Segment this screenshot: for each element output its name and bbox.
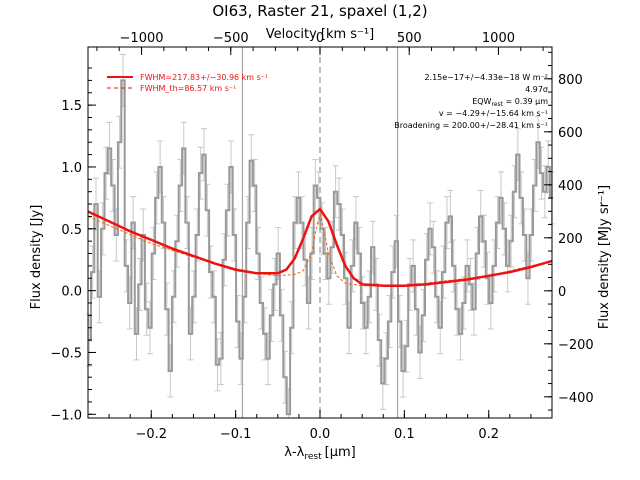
legend-label-solid: FWHM=217.83+/−30.96 km s⁻¹ <box>140 73 268 82</box>
y2-tick-label: 800 <box>558 73 583 88</box>
annotation-eqw: EQWrest = 0.39 μm <box>472 97 548 108</box>
y2-tick-label: 400 <box>558 179 583 194</box>
annotation-velocity: v = −4.29+/−15.64 km s⁻¹ <box>439 109 548 118</box>
top-axis-label: Velocity [km s⁻¹] <box>266 27 374 42</box>
velocity-tick-label: −500 <box>213 31 249 46</box>
x-tick-label: −0.2 <box>135 427 167 442</box>
eqw-label: EQW <box>472 97 491 106</box>
y-tick-label: 1.5 <box>61 99 82 114</box>
y-tick-label: 0.5 <box>61 223 82 238</box>
velocity-tick-label: 1000 <box>482 31 515 46</box>
velocity-tick-label: 0 <box>316 31 324 46</box>
velocity-tick-label: 500 <box>397 31 422 46</box>
annotation-broadening: Broadening = 200.00+/−28.41 km s⁻¹ <box>394 121 548 130</box>
y-tick-label: −0.5 <box>50 346 82 361</box>
annotation-sigma: 4.97σ <box>525 85 548 94</box>
y2-tick-label: 600 <box>558 126 583 141</box>
y2-tick-label: 0 <box>558 285 566 300</box>
y2-tick-label: 200 <box>558 232 583 247</box>
x-tick-label: −0.1 <box>220 427 252 442</box>
axis-ticks: −0.2 −0.1 0.0 0.1 0.2 −1000 −500 0 500 1000 −1.0 −0… <box>50 31 593 442</box>
y-axis-label-right: Flux density [MJy sr⁻¹] <box>597 185 612 329</box>
x-axis-label: λ-λrest [μm] <box>284 445 355 462</box>
y-tick-label: 0.0 <box>61 285 82 300</box>
y2-tick-label: −200 <box>558 338 594 353</box>
y-tick-label: −1.0 <box>50 408 82 423</box>
observed-spectrum <box>87 79 554 416</box>
velocity-tick-label: −1000 <box>120 31 164 46</box>
chart-title: OI63, Raster 21, spaxel (1,2) <box>212 2 427 20</box>
x-axis-label-unit: [μm] <box>325 445 356 460</box>
y-tick-label: 1.0 <box>61 161 82 176</box>
fit-curve <box>87 207 553 287</box>
annotation-flux: 2.15e−17+/−4.33e−18 W m⁻² <box>424 73 548 82</box>
reference-lines <box>241 47 399 418</box>
y2-tick-label: −400 <box>558 391 594 406</box>
legend: FWHM=217.83+/−30.96 km s⁻¹ FWHM_th=86.57… <box>107 73 268 93</box>
legend-label-dashed: FWHM_th=86.57 km s⁻¹ <box>140 84 236 93</box>
x-tick-label: 0.0 <box>310 427 331 442</box>
eqw-subscript: rest <box>491 101 503 108</box>
x-axis-label-sub: rest <box>304 452 322 462</box>
x-tick-label: 0.2 <box>478 427 499 442</box>
data-layer <box>86 53 555 419</box>
x-axis-label-main: λ-λ <box>284 445 304 460</box>
x-tick-label: 0.1 <box>394 427 415 442</box>
annotations: 2.15e−17+/−4.33e−18 W m⁻² 4.97σ EQWrest … <box>394 73 548 130</box>
y-axis-label-left: Flux density [Jy] <box>29 205 44 310</box>
eqw-value: = 0.39 μm <box>503 97 548 106</box>
